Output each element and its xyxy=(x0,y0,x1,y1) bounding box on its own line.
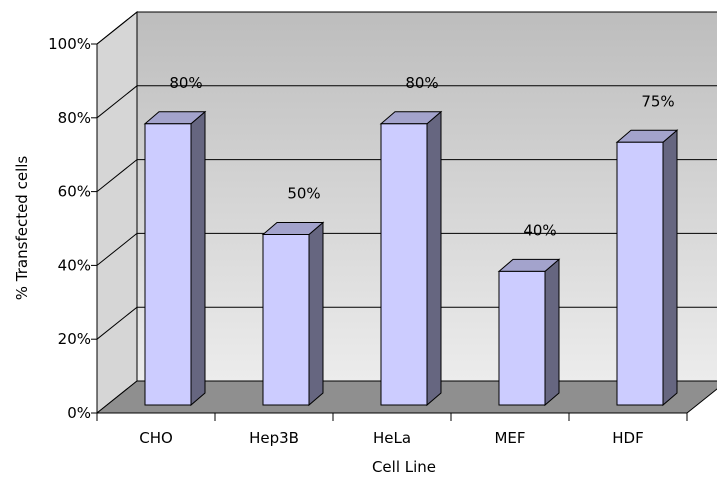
data-label: 80% xyxy=(169,74,202,92)
data-label: 50% xyxy=(287,185,320,203)
bar-hela xyxy=(379,110,443,407)
y-tick-label: 20% xyxy=(58,330,91,348)
bars xyxy=(143,110,679,407)
x-tick-label: Hep3B xyxy=(249,429,299,447)
bar-side xyxy=(544,258,560,407)
y-tick-label: 80% xyxy=(58,109,91,127)
bar-side xyxy=(308,221,324,407)
side-wall xyxy=(96,10,138,415)
x-tick-label: CHO xyxy=(139,429,173,447)
axes xyxy=(91,43,688,421)
bar-front xyxy=(144,123,192,406)
y-tick-label: 0% xyxy=(67,404,91,422)
bar-mef xyxy=(497,258,561,407)
gridline xyxy=(96,159,717,192)
x-tick-label: MEF xyxy=(494,429,525,447)
data-label: 40% xyxy=(523,221,556,239)
gridline xyxy=(96,232,717,266)
bar-hep3b xyxy=(261,221,325,407)
bar-front xyxy=(380,123,428,406)
bar-side xyxy=(426,110,442,407)
y-tick-label: 100% xyxy=(48,35,91,53)
bar-side xyxy=(190,110,206,407)
x-tick-label: HeLa xyxy=(373,429,411,447)
data-label: 80% xyxy=(405,74,438,92)
bar-front xyxy=(262,234,310,406)
labels: 0% 20% 40% 60% 80% 100% 80% CHO 50% Hep3B 80% HeLa 4… xyxy=(48,35,675,447)
gridline xyxy=(96,85,717,119)
bar-front xyxy=(616,141,664,406)
gridline xyxy=(96,11,717,45)
x-tick-label: HDF xyxy=(612,429,643,447)
data-label: 75% xyxy=(641,92,674,110)
bar-cho xyxy=(143,110,207,407)
bar-hdf xyxy=(615,129,679,407)
bar-front xyxy=(498,270,546,406)
bar-side xyxy=(662,129,678,407)
y-axis-title: % Transfected cells xyxy=(13,156,31,301)
y-tick-label: 40% xyxy=(58,256,91,274)
y-tick-label: 60% xyxy=(58,183,91,201)
x-axis-title: Cell Line xyxy=(372,458,436,476)
